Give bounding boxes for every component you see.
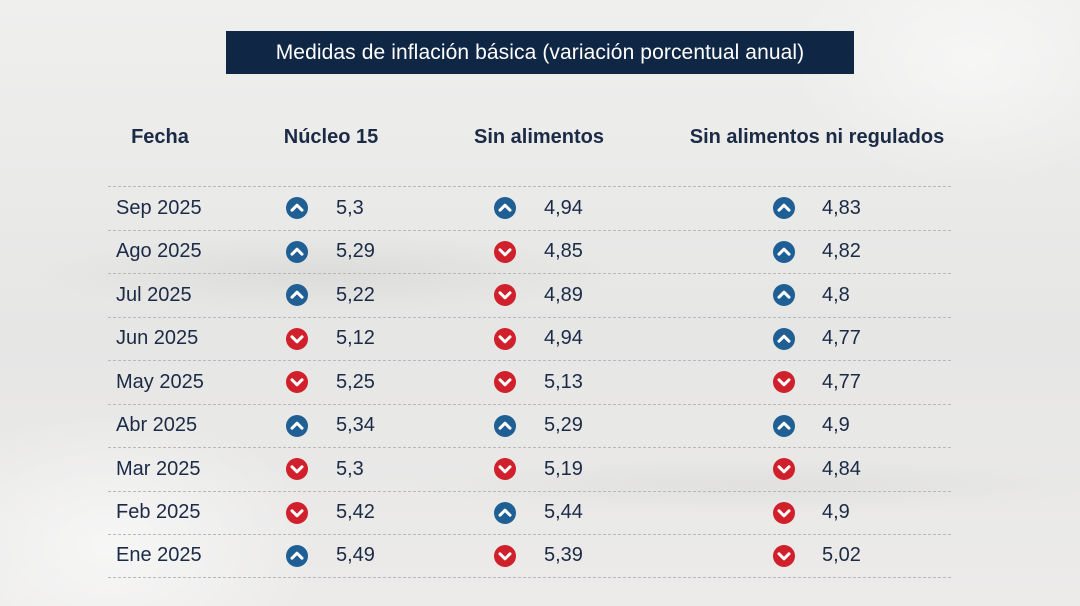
cell-nucleo-15: 5,25 <box>336 370 375 393</box>
arrow-down-icon <box>773 544 795 567</box>
cell-nucleo-15: 5,3 <box>336 457 364 480</box>
cell-fecha: Jul 2025 <box>116 283 192 306</box>
cell-fecha: Feb 2025 <box>116 501 201 524</box>
arrow-up-icon <box>773 327 795 350</box>
arrow-down-icon <box>773 501 795 524</box>
cell-nucleo-15: 5,29 <box>336 240 375 263</box>
arrow-down-icon <box>494 240 516 263</box>
cell-sin-alimentos: 4,85 <box>544 240 583 263</box>
cell-fecha: Sep 2025 <box>116 196 202 219</box>
arrow-down-icon <box>286 327 308 350</box>
arrow-up-icon <box>494 501 516 524</box>
arrow-down-icon <box>286 501 308 524</box>
page-title: Medidas de inflación básica (variación p… <box>275 40 805 64</box>
cell-sin-alimentos-ni-regulados: 4,77 <box>822 370 861 393</box>
cell-fecha: May 2025 <box>116 370 204 393</box>
arrow-down-icon <box>494 284 516 307</box>
arrow-up-icon <box>494 197 516 220</box>
table-row: Jul 2025 5,22 4,89 4,8 <box>108 273 951 317</box>
arrow-down-icon <box>494 371 516 394</box>
cell-sin-alimentos: 4,89 <box>544 283 583 306</box>
cell-sin-alimentos-ni-regulados: 4,84 <box>822 457 861 480</box>
table-row: Ago 2025 5,29 4,85 4,82 <box>108 229 951 274</box>
cell-fecha: Ene 2025 <box>116 544 202 567</box>
cell-sin-alimentos: 5,19 <box>544 457 583 480</box>
cell-nucleo-15: 5,49 <box>336 544 375 567</box>
arrow-up-icon <box>286 414 308 437</box>
cell-nucleo-15: 5,12 <box>336 327 375 350</box>
cell-nucleo-15: 5,3 <box>336 196 364 219</box>
cell-nucleo-15: 5,22 <box>336 283 375 306</box>
cell-sin-alimentos: 5,39 <box>544 544 583 567</box>
cell-fecha: Jun 2025 <box>116 327 199 350</box>
header-sin-alimentos: Sin alimentos <box>473 126 605 148</box>
cell-fecha: Mar 2025 <box>116 457 201 480</box>
table-row: Feb 2025 5,42 5,44 4,9 <box>108 490 951 535</box>
arrow-down-icon <box>494 544 516 567</box>
arrow-down-icon <box>286 371 308 394</box>
cell-nucleo-15: 5,42 <box>336 501 375 524</box>
arrow-up-icon <box>773 284 795 307</box>
table-row: Mar 2025 5,3 5,19 4,84 <box>108 447 951 491</box>
cell-nucleo-15: 5,34 <box>336 414 375 437</box>
arrow-up-icon <box>773 240 795 263</box>
arrow-up-icon <box>494 414 516 437</box>
cell-sin-alimentos-ni-regulados: 4,82 <box>822 240 861 263</box>
arrow-down-icon <box>773 458 795 481</box>
table-row: Sep 2025 5,3 4,94 4,83 <box>108 186 951 230</box>
header-fecha: Fecha <box>131 126 189 148</box>
cell-sin-alimentos-ni-regulados: 4,9 <box>822 501 850 524</box>
cell-sin-alimentos-ni-regulados: 4,9 <box>822 414 850 437</box>
cell-sin-alimentos-ni-regulados: 4,83 <box>822 196 861 219</box>
arrow-up-icon <box>773 414 795 437</box>
table-row: Jun 2025 5,12 4,94 4,77 <box>108 316 951 361</box>
arrow-down-icon <box>773 371 795 394</box>
table-row: Ene 2025 5,49 5,39 5,02 <box>108 534 951 578</box>
title-bar: Medidas de inflación básica (variación p… <box>226 31 854 74</box>
arrow-up-icon <box>286 544 308 567</box>
cell-sin-alimentos: 4,94 <box>544 196 583 219</box>
cell-sin-alimentos-ni-regulados: 4,77 <box>822 327 861 350</box>
cell-fecha: Abr 2025 <box>116 414 198 437</box>
header-nucleo-15: Núcleo 15 <box>283 126 379 148</box>
arrow-up-icon <box>286 197 308 220</box>
cell-sin-alimentos: 5,13 <box>544 370 583 393</box>
cell-sin-alimentos: 4,94 <box>544 327 583 350</box>
table-header: Fecha Núcleo 15 Sin alimentos Sin alimen… <box>0 126 1080 156</box>
cell-sin-alimentos: 5,44 <box>544 501 583 524</box>
arrow-down-icon <box>494 327 516 350</box>
arrow-up-icon <box>286 240 308 263</box>
header-sin-alimentos-ni-regulados: Sin alimentos ni regulados <box>689 126 945 148</box>
arrow-down-icon <box>286 458 308 481</box>
inflation-table: Sep 2025 5,3 4,94 4,83 Ago 2025 5,29 4,85 4,82 J… <box>108 186 951 578</box>
table-row: May 2025 5,25 5,13 4,77 <box>108 360 951 404</box>
cell-fecha: Ago 2025 <box>116 240 202 263</box>
arrow-down-icon <box>494 458 516 481</box>
cell-sin-alimentos-ni-regulados: 4,8 <box>822 283 850 306</box>
cell-sin-alimentos-ni-regulados: 5,02 <box>822 544 861 567</box>
table-row: Abr 2025 5,34 5,29 4,9 <box>108 403 951 448</box>
arrow-up-icon <box>286 284 308 307</box>
cell-sin-alimentos: 5,29 <box>544 414 583 437</box>
arrow-up-icon <box>773 197 795 220</box>
